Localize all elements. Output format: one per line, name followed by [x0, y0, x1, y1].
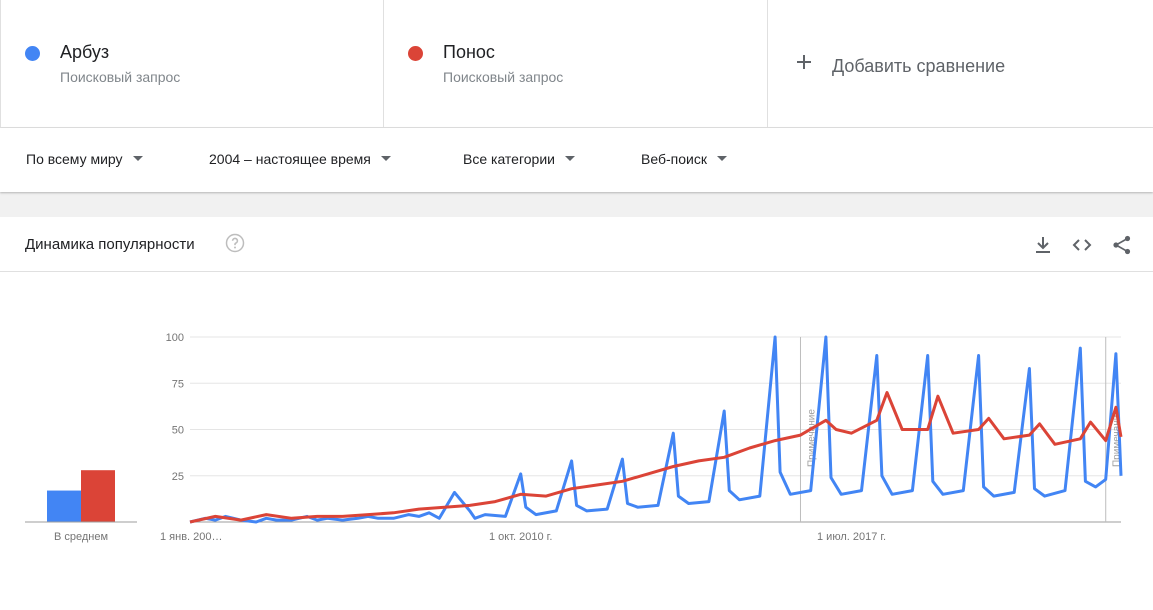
embed-icon[interactable] [1071, 234, 1093, 256]
interest-over-time-card: Динамика популярности 100 75 50 25 1 янв. 20… [0, 217, 1153, 610]
caret-down-icon [564, 155, 575, 161]
average-label: В среднем [54, 531, 108, 543]
caret-down-icon [380, 155, 391, 161]
caret-down-icon [716, 155, 727, 161]
filter-bar: По всему миру 2004 – настоящее время Все… [0, 128, 1153, 192]
download-icon[interactable] [1032, 234, 1054, 256]
add-comparison-label: Добавить сравнение [832, 56, 1006, 76]
x-tick-label: 1 июл. 2017 г. [817, 531, 886, 543]
plus-icon [797, 55, 811, 69]
category-filter-label: Все категории [463, 151, 555, 167]
add-comparison-button[interactable]: Добавить сравнение [768, 0, 1153, 127]
series-color-dot [408, 46, 423, 61]
y-tick-label: 25 [172, 471, 184, 483]
help-icon[interactable] [225, 233, 245, 253]
y-tick-label: 50 [172, 425, 184, 437]
x-tick-label: 1 окт. 2010 г. [489, 531, 552, 543]
y-tick-label: 75 [172, 378, 184, 390]
term-card-2[interactable]: Понос Поисковый запрос [384, 0, 768, 128]
term-type: Поисковый запрос [443, 69, 564, 85]
region-filter-label: По всему миру [26, 151, 123, 167]
term-type: Поисковый запрос [60, 69, 181, 85]
caret-down-icon [132, 155, 143, 161]
average-bar-1 [47, 490, 81, 522]
time-range-filter[interactable]: 2004 – настоящее время [209, 151, 391, 167]
y-tick-label: 100 [166, 332, 184, 344]
search-type-filter-label: Веб-поиск [641, 151, 707, 167]
annotation-label: Примечание [1112, 409, 1123, 467]
series-line-2 [189, 391, 1123, 524]
card-title: Динамика популярности [25, 236, 195, 253]
region-filter[interactable]: По всему миру [26, 151, 143, 167]
card-header: Динамика популярности [0, 217, 1153, 272]
compare-bar: Арбуз Поисковый запрос Понос Поисковый з… [0, 0, 1153, 128]
category-filter[interactable]: Все категории [463, 151, 575, 167]
series-color-dot [25, 46, 40, 61]
time-range-filter-label: 2004 – настоящее время [209, 151, 371, 167]
average-bar-2 [81, 470, 115, 522]
x-tick-label: 1 янв. 200… [160, 531, 223, 543]
search-type-filter[interactable]: Веб-поиск [641, 151, 727, 167]
term-name: Арбуз [60, 42, 110, 62]
annotation-label: Примечание [806, 409, 817, 467]
term-name: Понос [443, 42, 495, 62]
term-card-1[interactable]: Арбуз Поисковый запрос [0, 0, 384, 128]
share-icon[interactable] [1111, 234, 1133, 256]
interest-chart: 100 75 50 25 1 янв. 200… 1 окт. 2010 г. 1 июл.… [25, 332, 1123, 543]
